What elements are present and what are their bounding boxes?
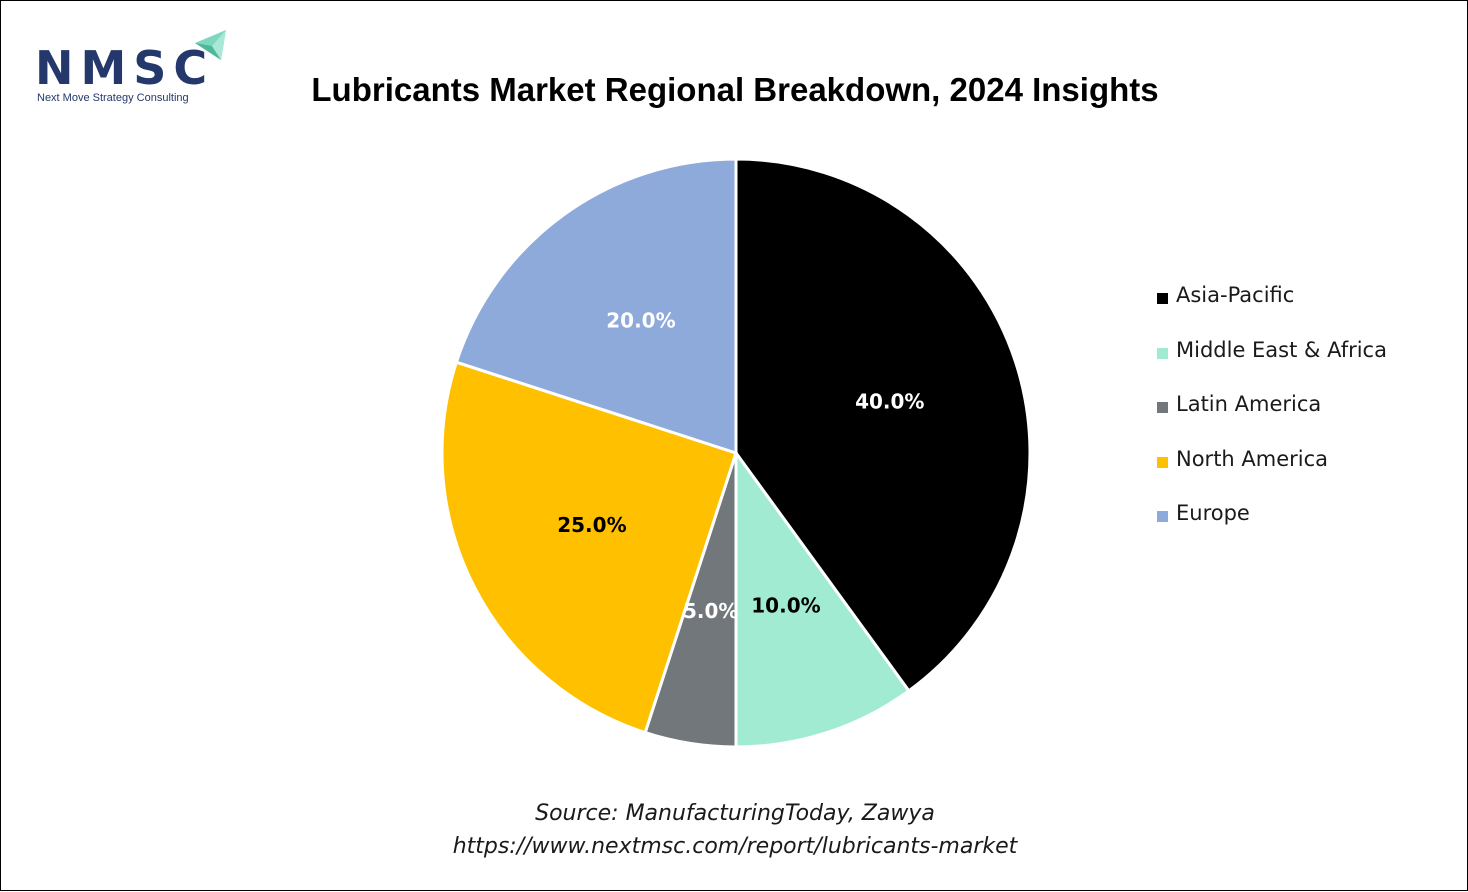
legend-item: Europe	[1157, 501, 1387, 556]
legend-label: North America	[1176, 446, 1329, 471]
logo-tagline: Next Move Strategy Consulting	[37, 92, 189, 104]
legend-item: North America	[1157, 447, 1387, 502]
slice-data-label: 40.0%	[855, 390, 924, 414]
legend-label: Asia-Pacific	[1176, 283, 1295, 307]
pie-slice	[454, 157, 738, 456]
chart-title: Lubricants Market Regional Breakdown, 20…	[311, 71, 1159, 108]
slice-data-label: 20.0%	[606, 309, 675, 333]
pie-slice	[734, 157, 1032, 693]
nmsc-logo: NMSC Next Move Strategy Consulting	[35, 29, 235, 109]
legend-label: Middle East & Africa	[1176, 337, 1387, 362]
pie-slice	[440, 360, 738, 735]
legend-label: Europe	[1176, 501, 1250, 525]
slice-data-label: 10.0%	[751, 593, 820, 617]
legend-item: Asia-Pacific	[1157, 283, 1387, 338]
legend-label: Latin America	[1176, 392, 1322, 416]
legend: Asia-Pacific Middle East & Africa Latin …	[1157, 283, 1387, 556]
source-url: https://www.nextmsc.com/report/lubricant…	[452, 834, 1018, 859]
legend-item: Middle East & Africa	[1157, 338, 1387, 393]
legend-swatch	[1157, 293, 1168, 304]
legend-swatch	[1157, 402, 1168, 413]
source-note: Source: ManufacturingToday, Zawya https:…	[1, 797, 1468, 863]
slice-data-label: 25.0%	[557, 513, 626, 537]
legend-swatch	[1157, 456, 1168, 468]
source-text: Source: ManufacturingToday, Zawya	[535, 801, 935, 826]
logo-wordmark: NMSC	[35, 41, 215, 95]
pie-slice	[734, 448, 911, 749]
slice-data-label: 5.0%	[683, 599, 738, 623]
legend-swatch	[1157, 511, 1168, 522]
paper-plane-icon	[195, 30, 226, 60]
legend-item: Latin America	[1157, 392, 1387, 447]
legend-swatch	[1157, 347, 1168, 359]
